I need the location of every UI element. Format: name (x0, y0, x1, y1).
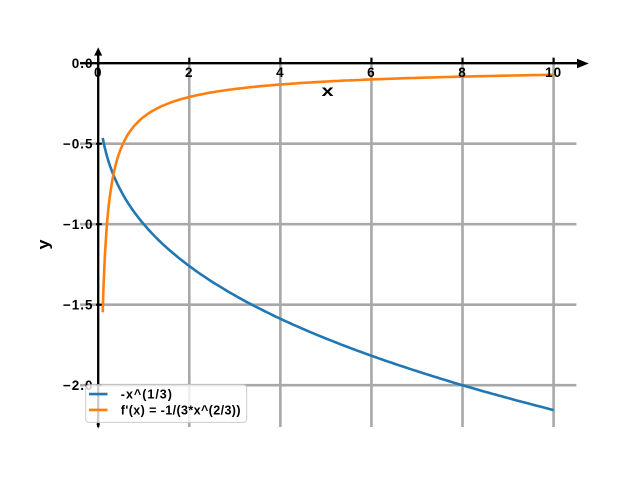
svg-text:f'(x) = -1/(3*x^(2/3)): f'(x) = -1/(3*x^(2/3)) (121, 403, 241, 417)
svg-text:0: 0 (94, 65, 103, 80)
svg-text:-x^(1/3): -x^(1/3) (121, 388, 173, 402)
svg-text:8: 8 (458, 65, 467, 80)
svg-text:−0.5: −0.5 (63, 137, 94, 152)
svg-text:−2.0: −2.0 (63, 378, 94, 393)
svg-text:4: 4 (276, 65, 285, 80)
svg-text:x: x (321, 82, 334, 99)
svg-text:2: 2 (185, 65, 194, 80)
svg-text:y: y (35, 239, 53, 250)
svg-text:6: 6 (367, 65, 376, 80)
svg-text:−1.5: −1.5 (63, 298, 94, 313)
svg-text:0.0: 0.0 (72, 56, 94, 71)
svg-text:10: 10 (545, 65, 562, 80)
svg-text:−1.0: −1.0 (63, 217, 94, 232)
